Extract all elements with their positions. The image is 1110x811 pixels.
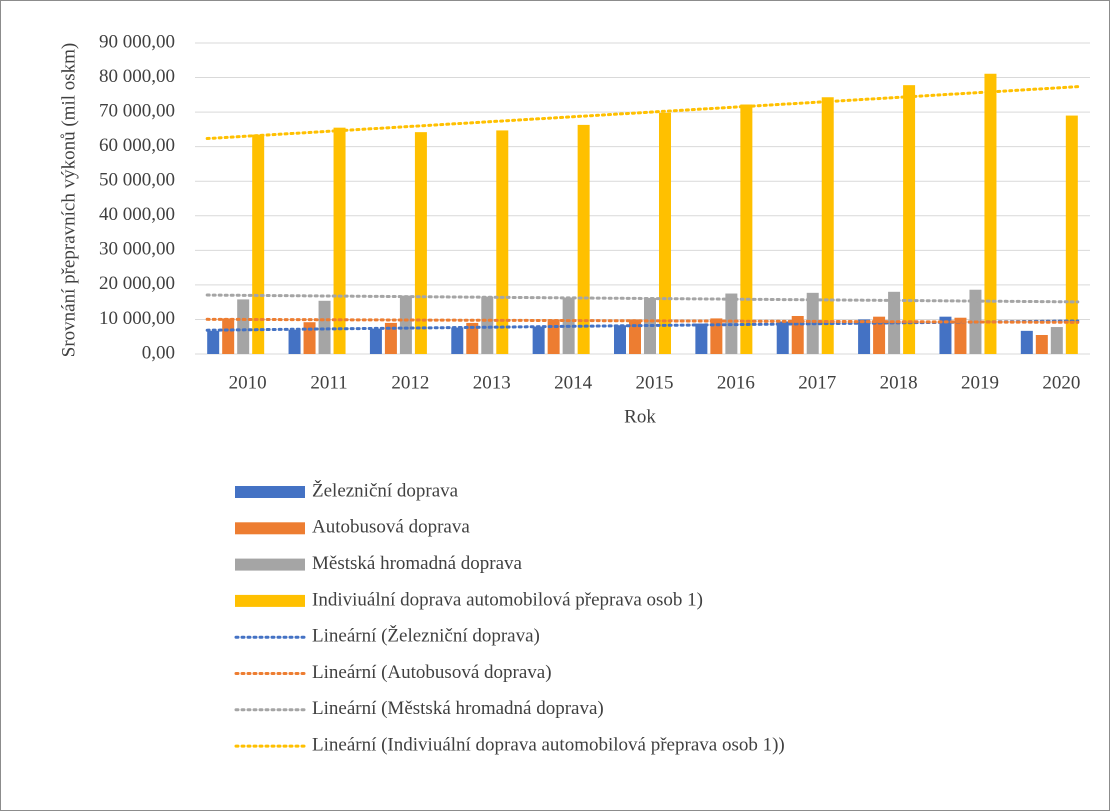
bar	[303, 322, 316, 354]
bar	[466, 322, 479, 354]
legend-label: Indiviuální doprava automobilová přeprav…	[312, 589, 703, 610]
x-tick-label: 2013	[473, 372, 511, 393]
bar	[614, 325, 626, 354]
bar	[821, 97, 834, 354]
bar	[954, 317, 967, 354]
y-tick-label: 50 000,00	[99, 170, 175, 191]
bar	[222, 318, 235, 354]
bar	[776, 321, 789, 354]
x-tick-label: 2012	[391, 372, 429, 393]
legend-label: Městská hromadná doprava	[312, 553, 523, 574]
bar	[207, 330, 220, 354]
bar	[695, 323, 708, 354]
bar	[384, 322, 397, 354]
bar	[659, 112, 671, 355]
y-tick-label: 0,00	[142, 342, 175, 363]
x-tick-label: 2010	[229, 372, 267, 393]
legend-label: Lineární (Indiviuální doprava automobilo…	[312, 734, 785, 755]
legend-swatch	[235, 522, 305, 535]
x-tick-label: 2015	[636, 372, 674, 393]
bar	[1035, 334, 1048, 354]
bar	[984, 73, 997, 354]
bar	[873, 316, 886, 354]
bar	[903, 85, 916, 354]
y-tick-label: 30 000,00	[99, 239, 175, 260]
bar	[740, 104, 753, 355]
bar	[333, 127, 346, 355]
bar	[710, 318, 723, 354]
bar	[369, 328, 382, 354]
x-tick-label: 2016	[717, 372, 755, 393]
bar	[399, 295, 412, 354]
x-tick-label: 2014	[554, 372, 593, 393]
bar	[532, 326, 545, 354]
bar	[252, 134, 265, 354]
legend-label: Lineární (Železniční doprava)	[312, 625, 540, 647]
bar	[1020, 330, 1033, 354]
x-tick-label: 2019	[961, 372, 999, 393]
x-tick-label: 2017	[798, 372, 836, 393]
legend-label: Lineární (Městská hromadná doprava)	[312, 698, 604, 719]
bar	[629, 319, 641, 354]
y-tick-label: 40 000,00	[99, 204, 175, 225]
bar	[858, 319, 871, 354]
trendline	[205, 317, 1080, 324]
x-tick-label: 2011	[310, 372, 347, 393]
y-tick-label: 90 000,00	[99, 31, 175, 52]
y-tick-label: 20 000,00	[99, 273, 175, 294]
y-tick-label: 60 000,00	[99, 135, 175, 156]
bar	[1050, 327, 1063, 354]
bar	[547, 319, 560, 354]
legend-swatch	[235, 486, 305, 498]
x-tick-label: 2018	[880, 372, 918, 393]
bar	[318, 300, 331, 354]
x-tick-label: 2020	[1042, 372, 1080, 393]
bar	[939, 316, 952, 354]
legend-swatch	[235, 594, 305, 607]
y-tick-label: 70 000,00	[99, 100, 175, 121]
legend-label: Železniční doprava	[312, 479, 459, 501]
bar	[496, 130, 509, 354]
bar	[288, 329, 301, 354]
bar	[237, 299, 250, 354]
bar	[1065, 115, 1078, 354]
x-axis-title: Rok	[624, 406, 656, 427]
bar	[414, 132, 427, 354]
trendline	[205, 293, 1080, 304]
bar	[791, 315, 804, 354]
y-tick-label: 10 000,00	[99, 308, 175, 329]
bar	[481, 296, 494, 354]
legend-label: Autobusová doprava	[312, 517, 470, 538]
y-tick-label: 80 000,00	[99, 66, 175, 87]
legend-swatch	[235, 558, 305, 571]
y-axis-title: Srovnání přepravních výkonů (mil oskm)	[58, 43, 79, 358]
trendline	[205, 85, 1080, 141]
legend-label: Lineární (Autobusová doprava)	[312, 662, 552, 683]
bar	[451, 327, 464, 354]
